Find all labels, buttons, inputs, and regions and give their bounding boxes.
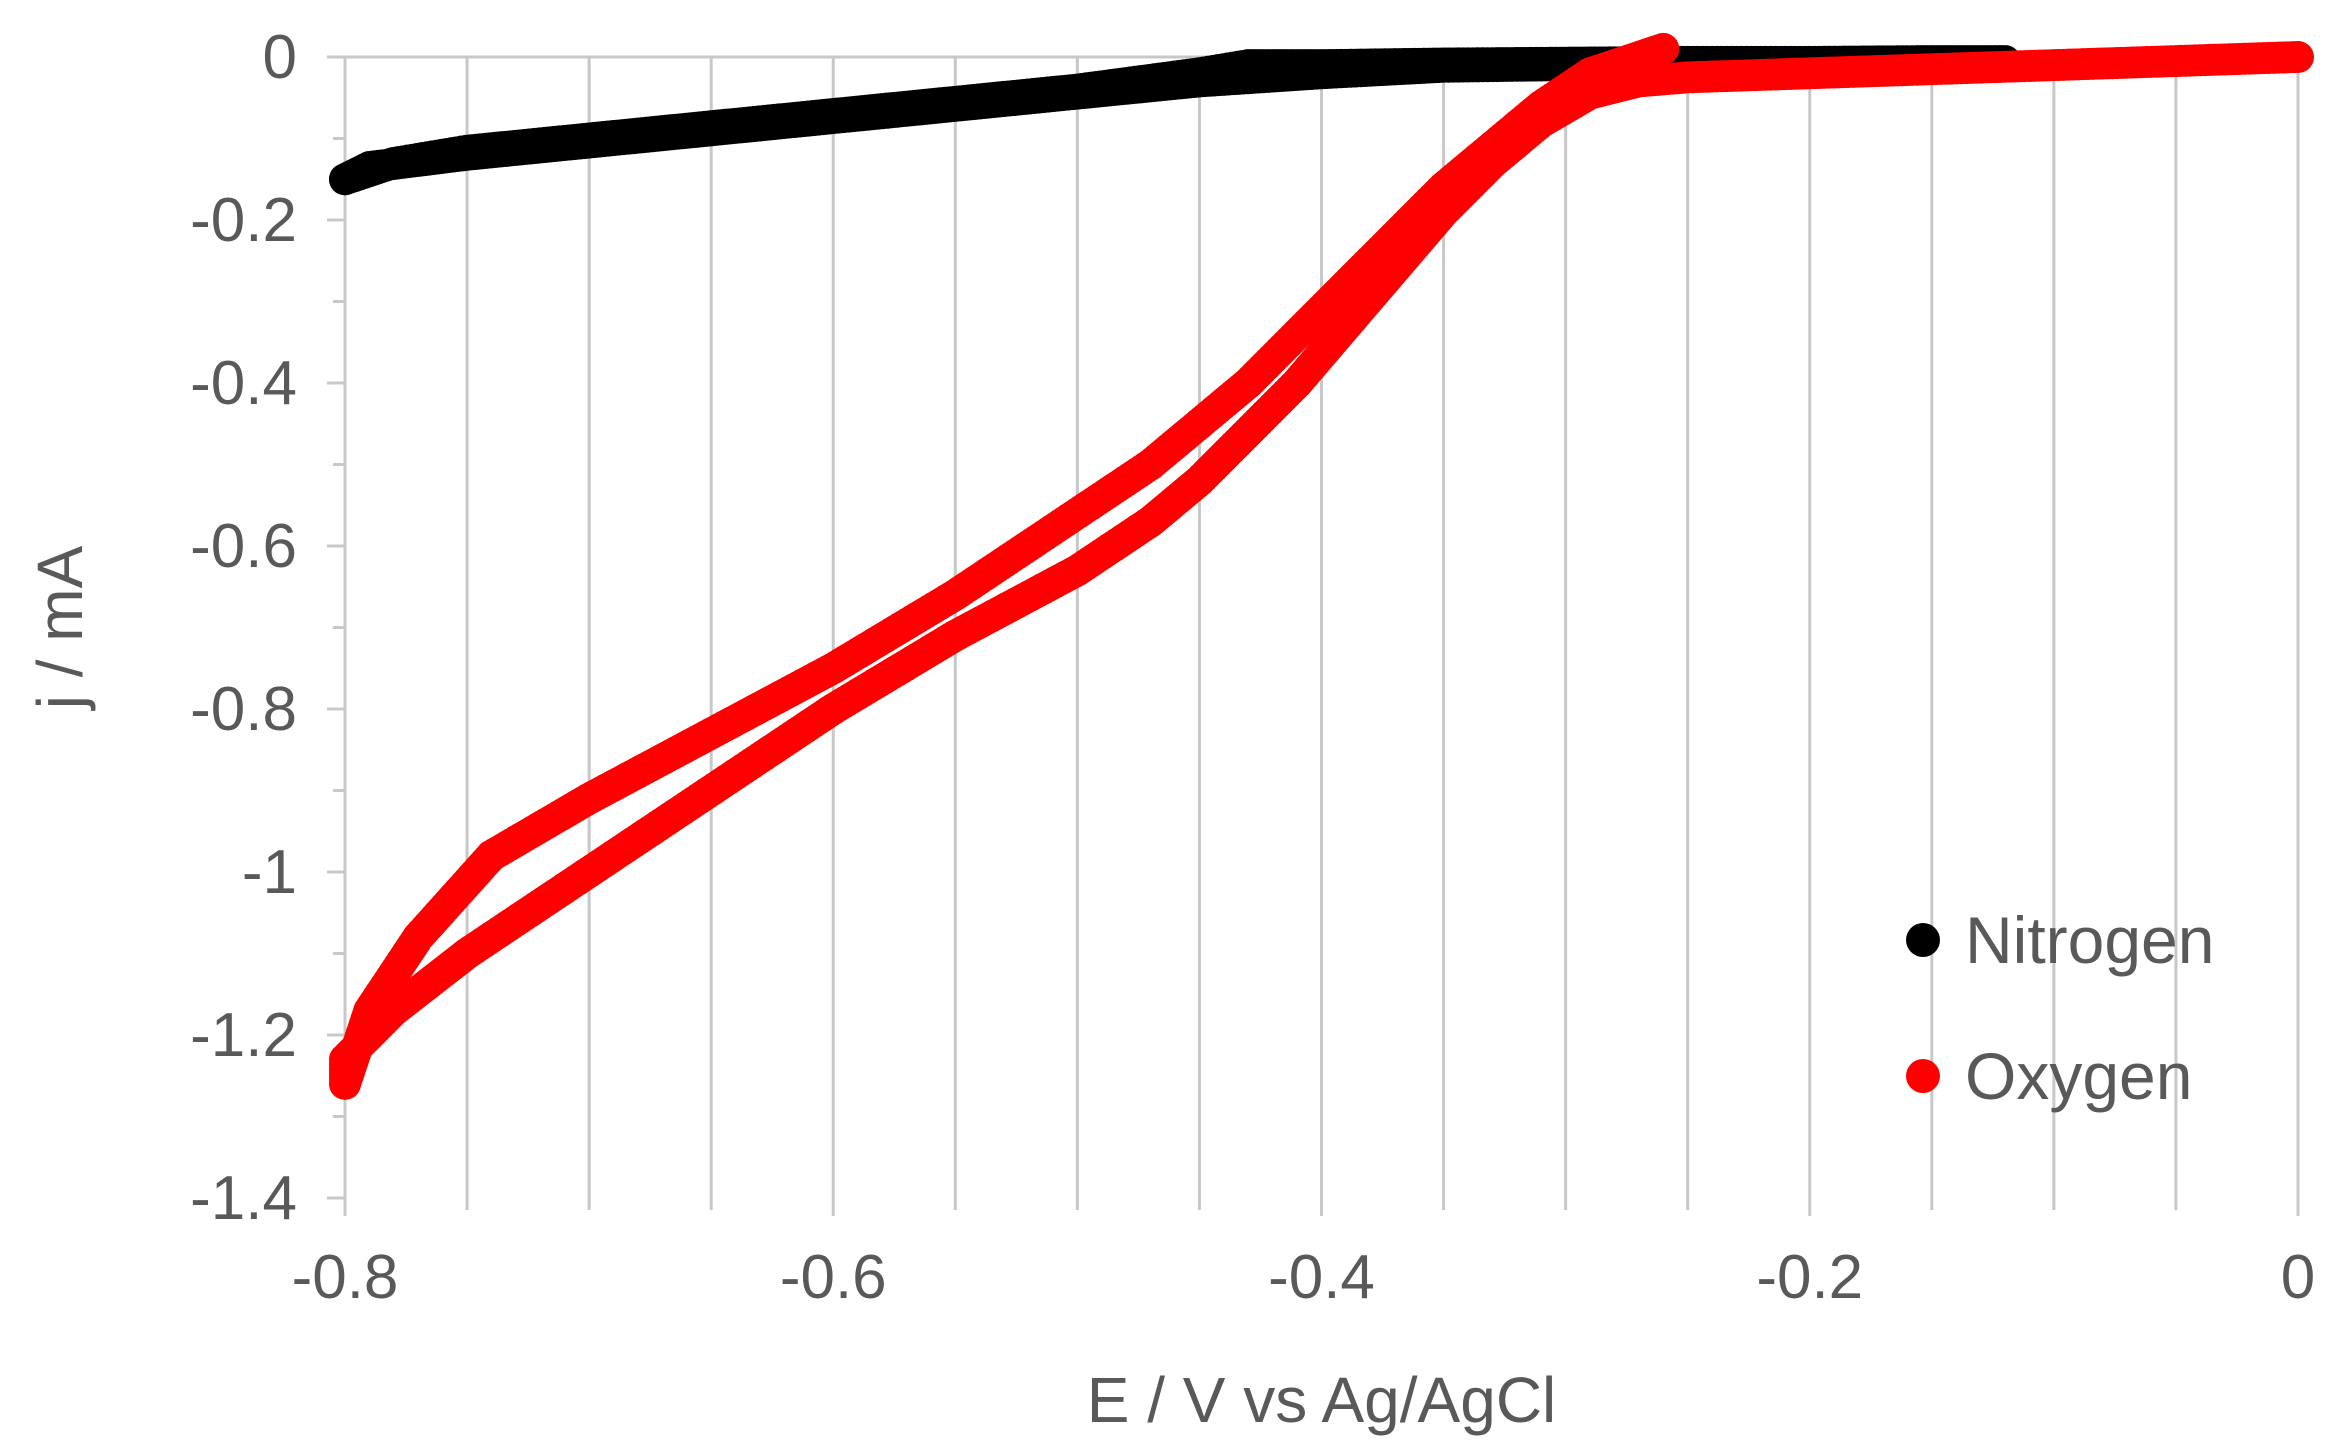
axes-layer: -0.8 -0.6 -0.4 -0.2 0 0 -0.2 -0.4 -0.6 -0.8 -1 -1.2… [190,23,2315,1312]
legend-label: Nitrogen [1965,903,2214,977]
x-tick-label: -0.6 [780,1243,887,1312]
x-tick-label: -0.4 [1268,1243,1375,1312]
y-tick-label: -0.8 [190,675,297,744]
y-tick-label: -1.4 [190,1164,297,1233]
series-nitrogen [329,45,2022,196]
x-tick-label: -0.2 [1756,1243,1863,1312]
x-tick-label: -0.8 [292,1243,399,1312]
y-tick-label: 0 [263,23,297,92]
y-tick-label: -0.4 [190,349,297,418]
y-tick-label: -0.2 [190,186,297,255]
series-oxygen [329,32,2314,1100]
data-point [1647,32,1680,65]
y-axis-title: j / mA [24,545,96,711]
y-tick-label: -1 [242,838,297,907]
series-layer [329,32,2314,1100]
x-axis-title: E / V vs Ag/AgCl [1087,1364,1557,1436]
legend-label: Oxygen [1965,1039,2192,1113]
legend-marker [1906,1059,1940,1093]
x-tick-label: 0 [2281,1243,2315,1312]
legend-marker [1906,923,1940,957]
legend: Nitrogen Oxygen [1906,903,2214,1113]
data-point [329,163,361,196]
y-tick-label: -1.2 [190,1001,297,1070]
y-tick-label: -0.6 [190,512,297,581]
